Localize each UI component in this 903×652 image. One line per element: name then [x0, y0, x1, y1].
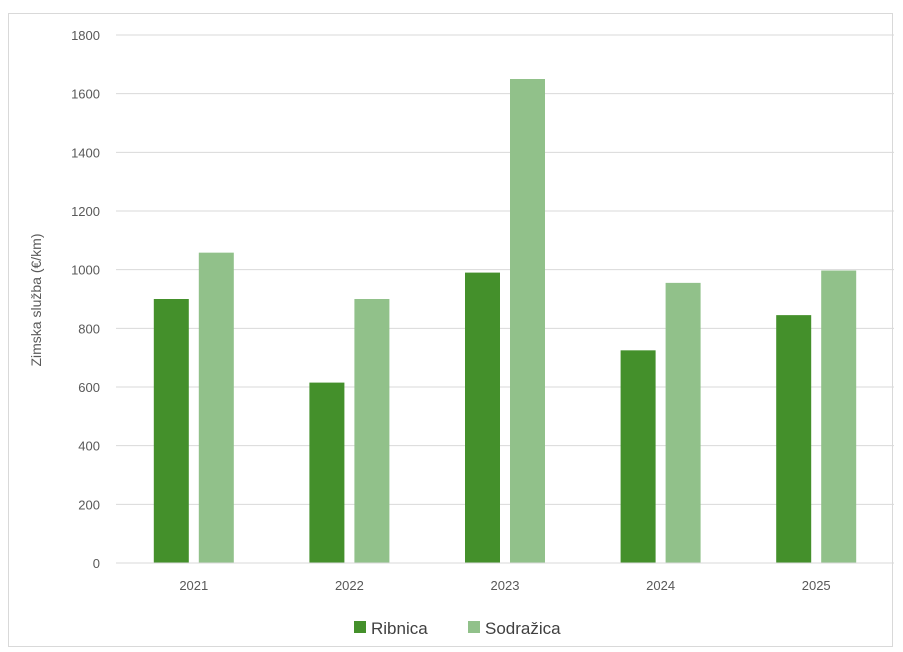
bar-sodražica-2024: [665, 282, 701, 563]
y-axis-title: Zimska služba (€/km): [28, 233, 44, 366]
legend-label: Ribnica: [371, 619, 428, 638]
bar-sodražica-2023: [510, 79, 545, 563]
y-tick-label: 200: [78, 497, 100, 512]
legend-swatch: [354, 621, 366, 633]
bars: [153, 79, 857, 564]
bar-ribnica-2021: [153, 299, 189, 563]
legend: Ribnica Sodražica: [354, 619, 561, 638]
x-tick-label: 2024: [646, 578, 675, 593]
legend-item-sodražica: Sodražica: [468, 619, 561, 638]
x-tick-label: 2025: [802, 578, 831, 593]
x-tick-label: 2021: [179, 578, 208, 593]
bar-ribnica-2025: [776, 315, 812, 563]
bar-sodražica-2025: [821, 270, 857, 563]
bar-ribnica-2024: [620, 350, 656, 563]
y-tick-label: 400: [78, 439, 100, 454]
y-axis-tick-labels: 0 200 400 600 800 1000 1200 1400 1600 1800: [71, 28, 100, 571]
y-tick-label: 1800: [71, 28, 100, 43]
legend-item-ribnica: Ribnica: [354, 619, 428, 638]
bar-sodražica-2022: [354, 299, 390, 563]
bar-sodražica-2021: [198, 252, 234, 564]
y-tick-label: 600: [78, 380, 100, 395]
y-tick-label: 800: [78, 321, 100, 336]
y-tick-label: 1000: [71, 263, 100, 278]
gridlines: [116, 34, 894, 505]
legend-swatch: [468, 621, 480, 633]
bar-ribnica-2022: [309, 382, 345, 563]
y-tick-label: 0: [93, 556, 100, 571]
bar-ribnica-2023: [465, 272, 500, 563]
x-tick-label: 2023: [491, 578, 520, 593]
legend-label: Sodražica: [485, 619, 561, 638]
y-tick-label: 1600: [71, 87, 100, 102]
x-axis-tick-labels: 2021 2022 2023 2024 2025: [179, 578, 830, 593]
y-tick-label: 1400: [71, 145, 100, 160]
y-tick-label: 1200: [71, 204, 100, 219]
x-tick-label: 2022: [335, 578, 364, 593]
